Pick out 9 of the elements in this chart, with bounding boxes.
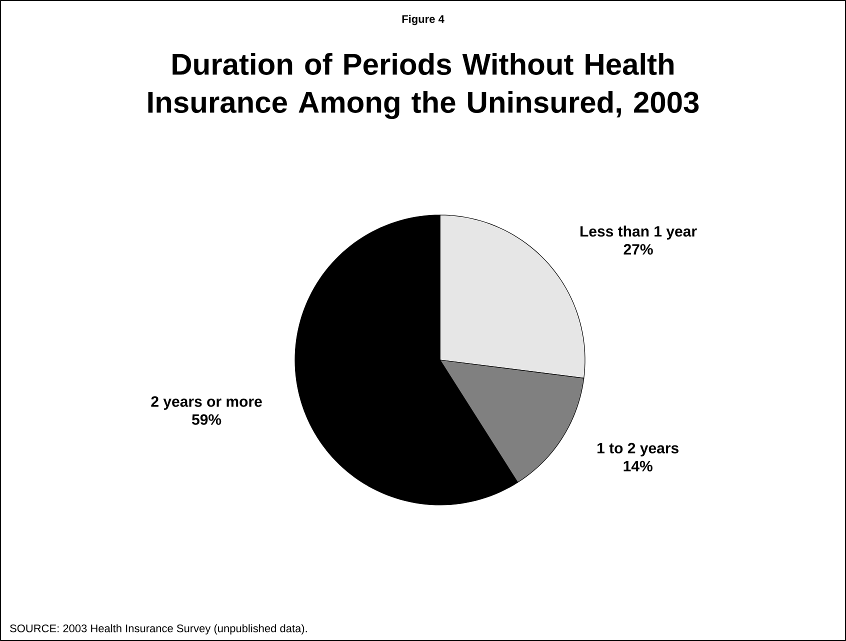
slice-label: Less than 1 year xyxy=(580,226,697,240)
source-note: SOURCE: 2003 Health Insurance Survey (unpublished data). xyxy=(10,624,307,634)
data-label: 14% xyxy=(624,460,652,472)
slice-label: 1 to 2 years xyxy=(598,442,678,456)
data-label: 27% xyxy=(624,244,653,255)
data-label: 59% xyxy=(192,414,222,425)
chart-title: Duration of Periods Without Health Insurance Among the Uninsured, 2003 xyxy=(148,52,699,120)
chart-subtitle: Figure 4 xyxy=(402,14,444,26)
slice-label: 2 years or more xyxy=(151,396,262,410)
